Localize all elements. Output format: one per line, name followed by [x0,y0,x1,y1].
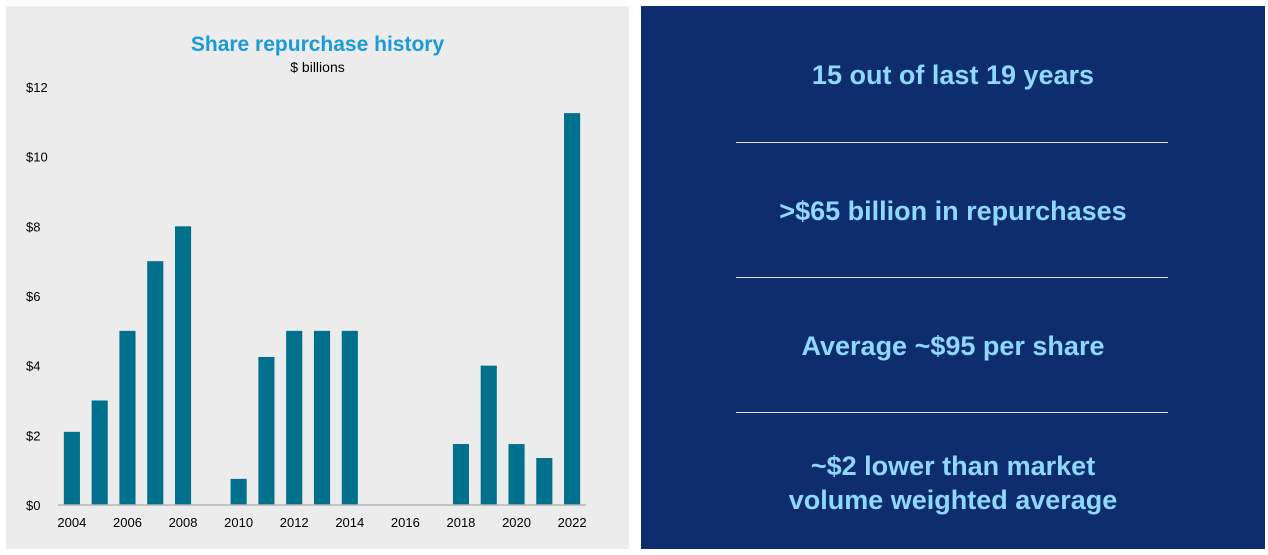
x-tick-label: 2018 [446,515,475,530]
x-tick-label: 2022 [558,515,587,530]
stat-years-line-1: 15 out of last 19 years [811,60,1095,90]
x-tick-label: 2008 [169,515,198,530]
chart-title: Share repurchase history [190,33,445,56]
y-tick-label: $2 [26,428,40,443]
bar-2007 [147,261,164,505]
x-tick-label: 2020 [502,515,531,530]
y-axis-labels: $0 $2 $4 $6 $8 $10 $12 [26,80,48,513]
stat-vwap-comparison: ~$2 lower than market volume weighted av… [641,449,1265,517]
divider [736,412,1168,413]
bar-2022 [564,113,581,505]
bar-2008 [174,226,192,506]
bar-2012 [286,330,303,505]
stat-average-price-line-1: Average ~$95 per share [801,331,1105,361]
x-tick-label: 2004 [57,515,86,530]
chart-subtitle: $ billions [290,59,345,75]
bar-chart: $0 $2 $4 $6 $8 $10 $12 2004 2006 2008 2010 2012 201… [26,80,587,530]
x-tick-label: 2016 [391,515,420,530]
bar-2006 [119,330,136,505]
bar-2005 [91,400,108,505]
bar-2021 [536,457,553,505]
y-tick-label: $12 [26,80,48,95]
bar-2010 [230,478,247,505]
stat-total-repurchases: >$65 billion in repurchases [641,194,1265,228]
y-tick-label: $6 [26,289,40,304]
x-axis-labels: 2004 2006 2008 2010 2012 2014 2016 2018 2020 2022 [57,515,586,530]
x-tick-label: 2006 [113,515,142,530]
bar-2011 [258,356,275,505]
bar-2013 [313,330,331,505]
x-tick-label: 2012 [280,515,309,530]
stat-years: 15 out of last 19 years [641,58,1265,92]
bar-2014 [341,330,358,505]
bar-2019 [480,365,497,505]
stat-average-price: Average ~$95 per share [641,329,1265,363]
y-tick-label: $0 [26,498,40,513]
bar-2004 [63,431,80,505]
stat-vwap-comparison-line-2: volume weighted average [788,485,1118,515]
bars [63,113,581,506]
x-tick-label: 2010 [224,515,253,530]
y-tick-label: $4 [26,359,40,374]
stats-panel: 15 out of last 19 years >$65 billion in … [641,6,1265,549]
x-tick-label: 2014 [335,515,364,530]
divider [736,142,1168,143]
bar-2020 [508,444,525,505]
bar-2018 [452,444,470,505]
stat-total-repurchases-line-1: >$65 billion in repurchases [779,196,1127,226]
y-tick-label: $10 [26,150,48,165]
y-tick-label: $8 [26,219,40,234]
chart-panel: Share repurchase history $ billions $0 $2… [6,6,629,549]
stat-vwap-comparison-line-1: ~$2 lower than market [810,451,1096,481]
divider [736,277,1168,278]
